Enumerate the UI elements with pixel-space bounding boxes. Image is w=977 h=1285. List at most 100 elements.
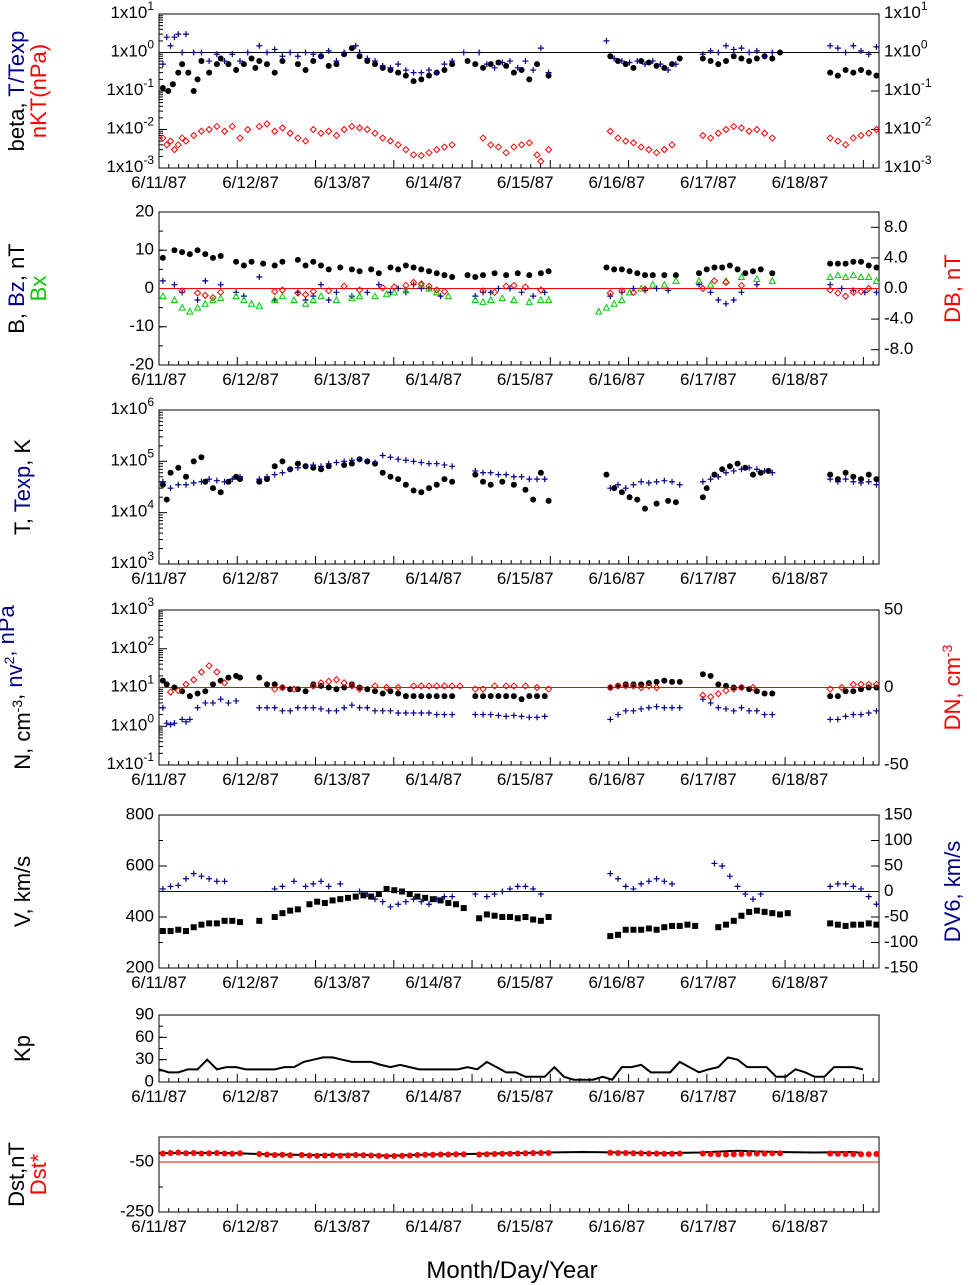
data-point xyxy=(318,705,325,712)
data-point xyxy=(210,699,217,706)
data-point xyxy=(271,681,278,688)
x-tick-label: 6/12/87 xyxy=(222,173,279,192)
data-point xyxy=(337,264,344,271)
data-point xyxy=(287,49,294,56)
data-point xyxy=(332,131,341,140)
data-point xyxy=(858,1151,865,1158)
data-point xyxy=(287,907,294,914)
data-point xyxy=(325,287,333,295)
y-tick-label: 10 xyxy=(135,240,154,259)
data-point xyxy=(738,704,745,711)
data-point xyxy=(356,888,363,895)
data-point xyxy=(761,690,768,697)
data-point xyxy=(209,293,217,302)
data-point xyxy=(379,469,386,476)
data-point xyxy=(310,704,317,711)
data-point xyxy=(318,262,325,269)
data-point xyxy=(279,707,286,714)
y-tick-label: 400 xyxy=(126,906,154,925)
data-point xyxy=(723,1151,730,1158)
x-tick-label: 6/16/87 xyxy=(588,569,645,588)
data-point xyxy=(726,463,733,470)
data-point xyxy=(622,1150,629,1156)
data-point xyxy=(271,46,278,53)
data-point xyxy=(247,299,256,307)
data-point xyxy=(734,883,741,890)
data-point xyxy=(310,58,317,65)
data-point xyxy=(433,481,440,488)
data-point xyxy=(309,125,317,134)
data-point xyxy=(294,289,302,297)
data-point xyxy=(472,471,479,478)
data-point xyxy=(175,481,182,488)
data-point xyxy=(383,885,390,892)
data-point xyxy=(406,1152,413,1159)
data-point xyxy=(355,286,364,294)
data-point xyxy=(453,901,460,908)
data-point xyxy=(372,896,379,903)
data-point xyxy=(746,464,753,471)
data-point xyxy=(178,134,186,142)
data-point xyxy=(676,704,683,711)
data-point xyxy=(217,288,225,297)
data-point xyxy=(314,898,321,905)
data-point xyxy=(873,43,880,50)
data-point xyxy=(530,885,537,892)
data-point xyxy=(159,885,166,892)
data-point xyxy=(606,127,615,135)
data-point xyxy=(502,282,510,290)
data-point xyxy=(433,460,440,467)
x-tick-label: 6/15/87 xyxy=(497,770,554,789)
panel-Kp: 0 30 60 90 6/11/87 6/12/87 6/13/87 6/14/87 6/15/… xyxy=(10,1004,880,1106)
data-point xyxy=(522,883,529,890)
panel-Dst: -250 -50 6/11/87 6/12/87 6/13/87 6/14/87 6/15/… xyxy=(4,1136,880,1236)
data-point xyxy=(410,709,417,716)
data-point xyxy=(541,713,548,720)
data-point xyxy=(494,143,503,151)
data-point xyxy=(360,892,367,899)
data-point xyxy=(715,681,722,688)
data-point xyxy=(402,709,409,716)
data-point xyxy=(418,266,425,273)
data-point xyxy=(174,686,182,695)
data-point xyxy=(480,272,487,279)
data-point xyxy=(472,61,479,68)
data-point xyxy=(873,901,880,908)
data-point xyxy=(706,134,715,142)
data-point xyxy=(480,64,487,71)
data-point xyxy=(287,466,294,473)
data-point xyxy=(676,55,683,62)
data-point xyxy=(310,461,317,468)
data-point xyxy=(645,704,652,711)
data-point xyxy=(225,478,232,485)
data-point xyxy=(410,458,417,465)
panel-N: 1x10-1 1x100 1x101 1x102 1x103 -50 0 50 6/11/87 6… xyxy=(0,595,965,789)
data-point xyxy=(213,1150,220,1156)
data-point xyxy=(865,893,872,900)
data-point xyxy=(518,696,525,703)
data-point xyxy=(325,707,332,714)
data-point xyxy=(745,127,753,135)
data-point xyxy=(175,31,182,38)
data-point xyxy=(310,258,317,265)
data-point xyxy=(692,922,699,929)
data-point xyxy=(190,458,197,465)
data-point xyxy=(310,681,317,688)
data-point xyxy=(653,478,660,485)
data-point xyxy=(440,287,449,296)
data-point xyxy=(750,268,757,275)
data-point xyxy=(707,58,714,65)
data-point xyxy=(382,683,391,692)
data-point xyxy=(730,296,737,303)
data-point xyxy=(742,891,749,898)
data-point xyxy=(737,683,746,692)
data-point xyxy=(278,292,287,300)
x-tick-label: 6/15/87 xyxy=(497,370,554,389)
data-point xyxy=(834,693,841,700)
data-point xyxy=(545,268,552,275)
data-point xyxy=(445,1151,452,1158)
data-point xyxy=(221,917,228,924)
data-point xyxy=(622,707,629,714)
data-point xyxy=(364,55,371,62)
data-point xyxy=(769,49,776,56)
